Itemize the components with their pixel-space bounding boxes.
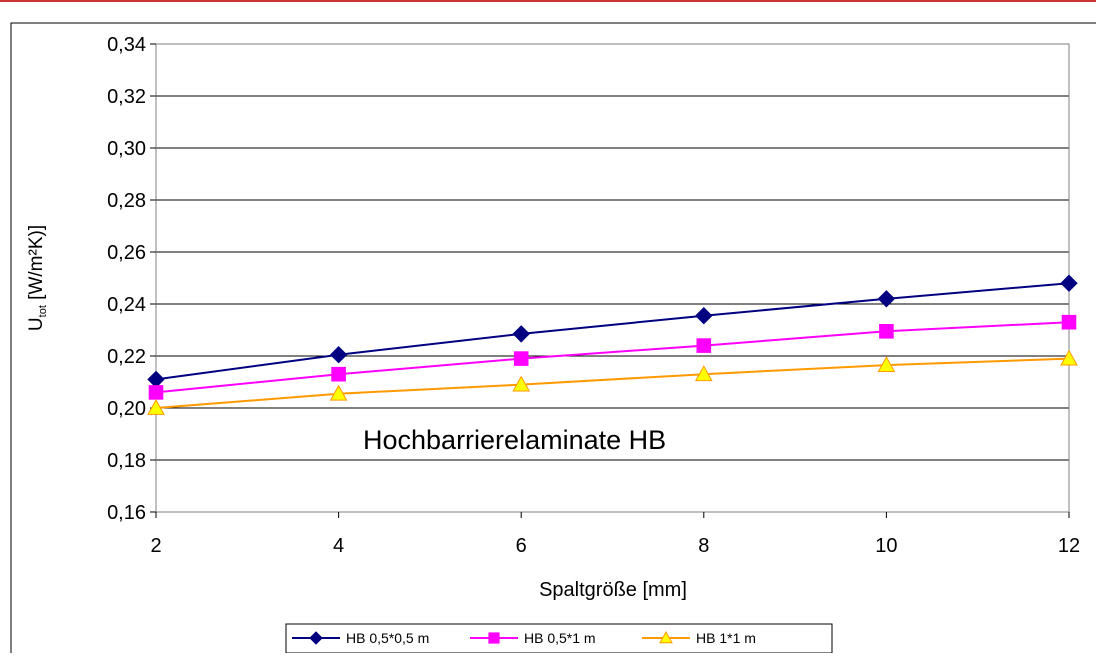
legend-item: HB 0,5*0,5 m (292, 630, 429, 646)
data-point (147, 398, 165, 415)
legend: HB 0,5*0,5 m HB 0,5*1 m HB 1*1 m (292, 630, 756, 646)
legend-marker (488, 632, 500, 644)
x-axis: 2 4 6 8 10 12 (150, 512, 1080, 557)
data-point (148, 385, 164, 400)
legend-box (285, 623, 833, 654)
y-tick-label: 0,16 (107, 502, 146, 524)
y-tick-label: 0,26 (107, 242, 146, 264)
legend-item: HB 0,5*1 m (470, 630, 596, 646)
y-tick-label: 0,32 (107, 86, 146, 108)
legend-item: HB 1*1 m (642, 630, 756, 646)
data-point (1060, 349, 1078, 366)
y-axis: 0,16 0,18 0,20 0,22 0,24 0,26 0,28 0,30 0,32 0,34 (107, 34, 156, 524)
data-point (879, 324, 894, 339)
data-point (1060, 274, 1078, 292)
data-point (695, 306, 713, 325)
series-1 (147, 274, 1078, 389)
x-tick-label: 2 (150, 535, 161, 557)
series-line (155, 282, 1070, 381)
x-tick-label: 12 (1058, 535, 1080, 557)
data-point (513, 351, 529, 366)
y-tick-label: 0,20 (107, 398, 146, 420)
legend-marker (659, 630, 673, 644)
series-2 (148, 314, 1077, 400)
y-axis-label-subscript: tot (37, 305, 49, 317)
data-point (331, 366, 346, 382)
series-layer (147, 274, 1078, 415)
series-line (155, 321, 1070, 394)
data-point (512, 375, 531, 392)
data-point (1061, 314, 1077, 330)
x-tick-label: 10 (875, 535, 897, 557)
y-axis-label-main: U (26, 317, 47, 331)
x-axis-label: Spaltgröße [mm] (539, 579, 687, 601)
y-axis-label-unit: [W/m²K)] (26, 225, 47, 305)
data-point (877, 290, 896, 308)
y-tick-label: 0,24 (107, 294, 146, 316)
data-point (696, 338, 712, 353)
series-line (155, 357, 1070, 409)
data-point (694, 365, 713, 382)
x-tick-label: 6 (516, 535, 527, 557)
legend-marker (309, 631, 323, 645)
data-point (877, 356, 896, 372)
data-point (329, 345, 348, 364)
y-tick-label: 0,22 (107, 346, 146, 368)
y-axis-label: Utot [W/m²K)] (26, 225, 49, 331)
legend-label: HB 0,5*1 m (524, 630, 596, 646)
data-point (512, 325, 530, 343)
data-point (329, 384, 348, 401)
series-3 (147, 349, 1078, 415)
legend-label: HB 1*1 m (696, 630, 756, 646)
y-tick-label: 0,18 (107, 450, 146, 472)
y-tick-label: 0,30 (107, 138, 146, 160)
x-tick-label: 4 (333, 535, 344, 557)
y-tick-label: 0,28 (107, 190, 146, 212)
x-tick-label: 8 (698, 535, 709, 557)
chart-annotation: Hochbarrierelaminate HB (363, 425, 666, 455)
legend-label: HB 0,5*0,5 m (346, 630, 429, 646)
chart-border (10, 22, 1096, 658)
y-tick-label: 0,34 (107, 34, 146, 56)
